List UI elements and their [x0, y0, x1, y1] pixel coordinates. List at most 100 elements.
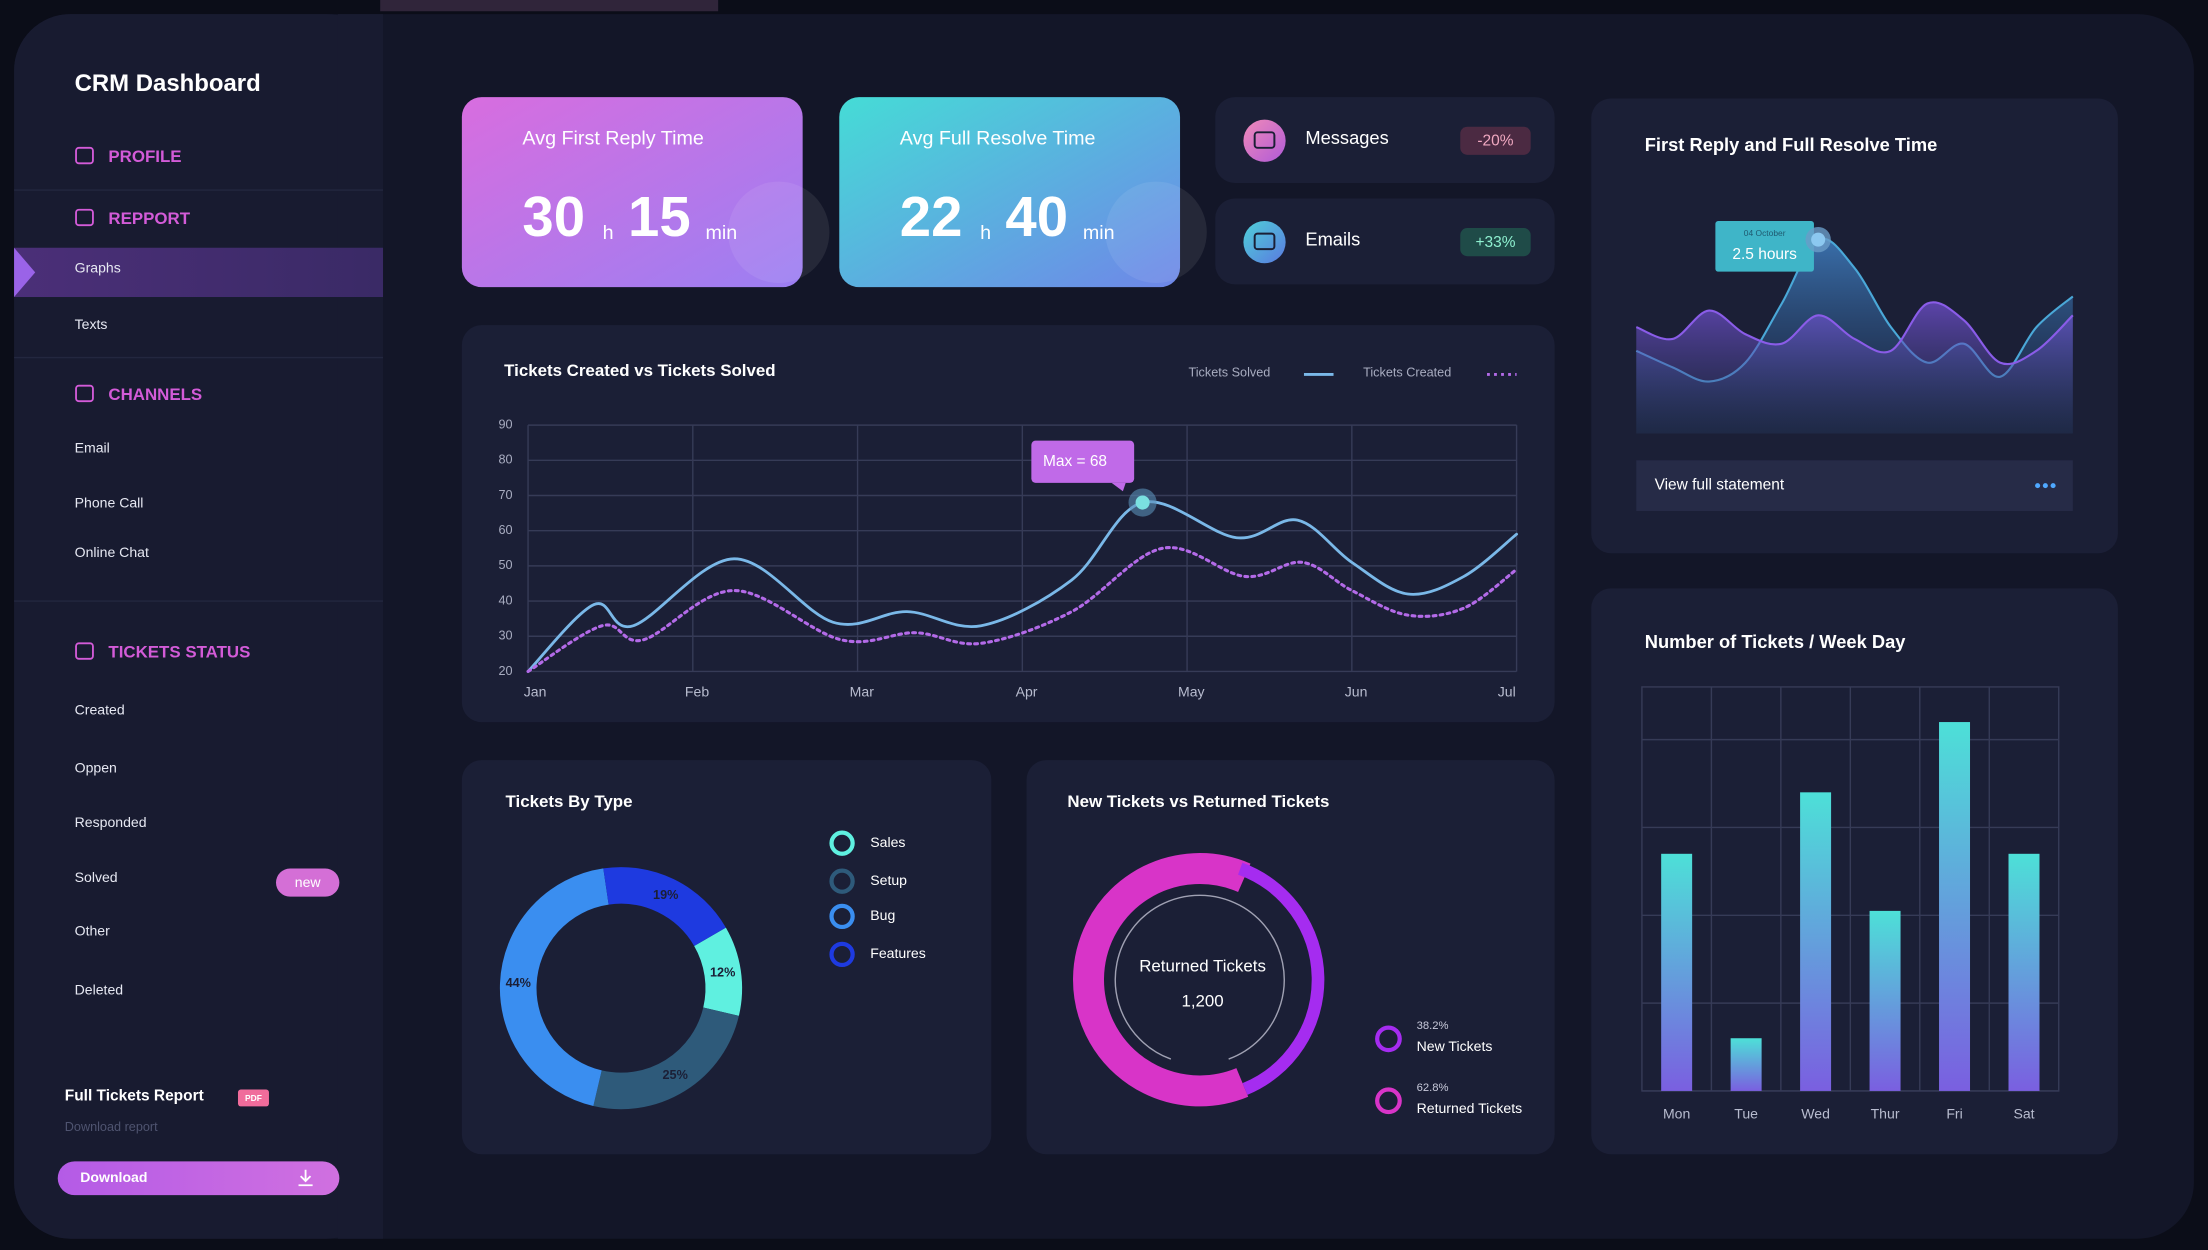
- x-tick-label: Tue: [1734, 1106, 1758, 1122]
- sidebar: [14, 14, 384, 1239]
- x-tick-label: Jan: [524, 683, 547, 699]
- bar: [1730, 1038, 1762, 1091]
- bar: [2008, 853, 2040, 1091]
- kpi-hours: 22: [900, 185, 963, 248]
- tooltip-value: 2.5 hours: [1732, 246, 1797, 263]
- tooltip-text: Max = 68: [1043, 453, 1107, 470]
- segment-label: 25%: [662, 1068, 687, 1082]
- badge-text: new: [295, 874, 322, 890]
- section-label: PROFILE: [108, 147, 181, 166]
- kpi-card: [839, 97, 1181, 288]
- line-series: [526, 500, 1518, 673]
- chart-card: [1591, 588, 2118, 1155]
- legend-label: Bug: [870, 907, 895, 923]
- nav-item[interactable]: Graphs: [75, 260, 121, 276]
- donut-segment: [1238, 862, 1325, 1095]
- pdf-tag-text: PDF: [245, 1093, 262, 1103]
- kpi-title: Avg Full Resolve Time: [900, 128, 1096, 150]
- y-tick-label: 80: [498, 453, 512, 467]
- nav-item[interactable]: Email: [75, 440, 110, 456]
- x-tick-label: May: [1178, 683, 1205, 699]
- tooltip: [1715, 221, 1814, 272]
- legend-value: 38.2%: [1417, 1020, 1449, 1032]
- bar: [1661, 853, 1693, 1091]
- legend-swatch: [829, 868, 855, 894]
- legend-swatch: [829, 830, 855, 856]
- x-tick-label: Thur: [1871, 1106, 1900, 1122]
- donut-segment: [693, 927, 743, 1016]
- area-line: [1635, 301, 2074, 366]
- nav-item[interactable]: Texts: [75, 316, 108, 332]
- bar: [1800, 792, 1832, 1091]
- kpi-hours: 30: [522, 185, 585, 248]
- kpi-card: [461, 97, 803, 288]
- nav-item[interactable]: Created: [75, 702, 125, 718]
- channel-label: Emails: [1305, 229, 1360, 250]
- chart-card: [1026, 760, 1555, 1155]
- tooltip-date: 04 October: [1744, 228, 1786, 238]
- highlight-dot: [1135, 495, 1150, 510]
- card-decoration: [1105, 181, 1207, 283]
- channel-label: Messages: [1305, 127, 1388, 148]
- nav-item[interactable]: Deleted: [75, 982, 123, 998]
- chart-card: [461, 325, 1555, 723]
- channel-card: [1215, 97, 1555, 183]
- y-tick-label: 20: [498, 664, 512, 678]
- nav-item[interactable]: Phone Call: [75, 495, 144, 511]
- change-badge: [1460, 126, 1531, 155]
- bar: [1869, 910, 1901, 1091]
- x-tick-label: Mon: [1663, 1106, 1690, 1122]
- legend-label: Returned Tickets: [1417, 1100, 1523, 1116]
- legend-label: Sales: [870, 834, 905, 850]
- pdf-tag: [237, 1089, 269, 1107]
- legend-label: New Tickets: [1417, 1038, 1493, 1054]
- more-dot: [2050, 483, 2056, 489]
- y-tick-label: 40: [498, 593, 512, 607]
- legend-label: Tickets Created: [1363, 365, 1451, 379]
- segment-label: 12%: [710, 966, 735, 980]
- chart-title: New Tickets vs Returned Tickets: [1067, 792, 1329, 811]
- channel-icon: [1243, 119, 1286, 162]
- more-dot: [2035, 483, 2041, 489]
- chart-title: Tickets By Type: [506, 792, 633, 811]
- nav-item[interactable]: Online Chat: [75, 544, 149, 560]
- section-icon: [75, 146, 94, 165]
- kpi-minutes: 15: [628, 185, 691, 248]
- donut-segment: [499, 868, 610, 1107]
- selected-item: [14, 247, 384, 298]
- legend-label: Tickets Solved: [1188, 365, 1270, 379]
- channel-glyph: [1253, 131, 1276, 149]
- bar: [1939, 722, 1971, 1091]
- x-tick-label: Fri: [1946, 1106, 1962, 1122]
- nav-item[interactable]: Solved: [75, 869, 118, 885]
- legend-label: Features: [870, 945, 926, 961]
- chart-title: First Reply and Full Resolve Time: [1645, 134, 1938, 155]
- section-label: REPPORT: [108, 209, 190, 228]
- statement-label: View full statement: [1655, 477, 1785, 494]
- y-tick-label: 90: [498, 417, 512, 431]
- nav-item[interactable]: Other: [75, 923, 110, 939]
- card-decoration: [728, 181, 830, 283]
- segment-label: 44%: [506, 976, 531, 990]
- nav-item[interactable]: Responded: [75, 814, 147, 830]
- y-tick-label: 50: [498, 558, 512, 572]
- kpi-minutes: 40: [1005, 185, 1068, 248]
- x-tick-label: Sat: [2013, 1106, 2034, 1122]
- segment-label: 19%: [653, 888, 678, 902]
- y-tick-label: 30: [498, 629, 512, 643]
- section-icon: [75, 642, 94, 660]
- donut-segment: [593, 1006, 739, 1110]
- kpi-title: Avg First Reply Time: [522, 128, 703, 150]
- section-label: CHANNELS: [108, 385, 202, 404]
- highlight-dot: [1811, 232, 1826, 247]
- download-button[interactable]: [57, 1161, 340, 1196]
- statement-button[interactable]: [1636, 460, 2073, 511]
- chart-title: Tickets Created vs Tickets Solved: [504, 361, 775, 380]
- donut-segment: [603, 867, 726, 947]
- section-icon: [75, 384, 94, 403]
- nav-item[interactable]: Oppen: [75, 759, 117, 775]
- channel-card: [1215, 198, 1555, 285]
- change-badge: [1460, 228, 1531, 257]
